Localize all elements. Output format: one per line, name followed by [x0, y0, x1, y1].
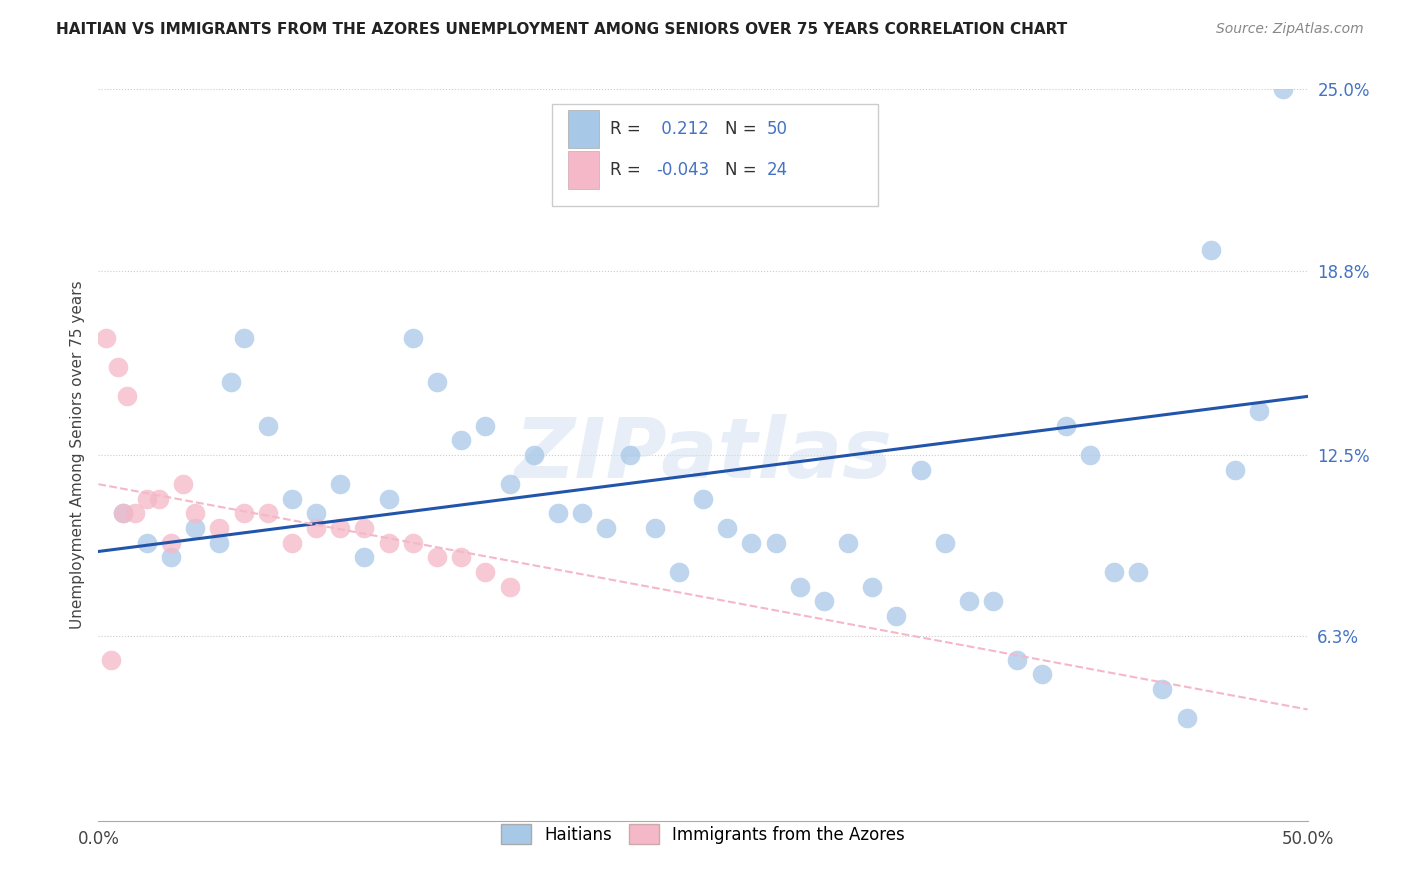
- Point: [692, 491, 714, 506]
- Point: [256, 507, 278, 521]
- Point: [117, 389, 139, 403]
- Point: [135, 491, 157, 506]
- Point: [232, 507, 254, 521]
- Point: [135, 535, 157, 549]
- Point: [100, 653, 122, 667]
- Point: [498, 580, 520, 594]
- Point: [789, 580, 811, 594]
- Point: [740, 535, 762, 549]
- Point: [184, 507, 207, 521]
- Point: [124, 507, 146, 521]
- Point: [981, 594, 1004, 608]
- Text: N =: N =: [724, 161, 756, 178]
- Point: [1272, 82, 1295, 96]
- Point: [426, 375, 449, 389]
- Point: [644, 521, 666, 535]
- Text: -0.043: -0.043: [655, 161, 709, 178]
- Point: [221, 375, 243, 389]
- Point: [256, 418, 278, 433]
- Point: [107, 360, 129, 375]
- Point: [353, 521, 375, 535]
- Point: [305, 507, 328, 521]
- Point: [450, 550, 472, 565]
- Point: [595, 521, 617, 535]
- Point: [160, 535, 183, 549]
- Point: [619, 448, 641, 462]
- Point: [498, 477, 520, 491]
- FancyBboxPatch shape: [568, 151, 599, 189]
- Point: [402, 535, 425, 549]
- Text: R =: R =: [610, 161, 641, 178]
- Point: [377, 535, 399, 549]
- Point: [1152, 681, 1174, 696]
- Text: 0.212: 0.212: [655, 120, 709, 138]
- Text: ZIPatlas: ZIPatlas: [515, 415, 891, 495]
- Point: [1031, 667, 1053, 681]
- Point: [208, 535, 231, 549]
- Point: [1054, 418, 1077, 433]
- Text: 24: 24: [768, 161, 789, 178]
- Point: [172, 477, 194, 491]
- Point: [547, 507, 569, 521]
- Point: [474, 565, 496, 579]
- Point: [1223, 462, 1246, 476]
- Text: 50: 50: [768, 120, 789, 138]
- Point: [1175, 711, 1198, 725]
- Point: [934, 535, 956, 549]
- Text: R =: R =: [610, 120, 641, 138]
- Point: [1199, 243, 1222, 257]
- Point: [957, 594, 980, 608]
- Point: [305, 521, 328, 535]
- Y-axis label: Unemployment Among Seniors over 75 years: Unemployment Among Seniors over 75 years: [69, 281, 84, 629]
- Point: [184, 521, 207, 535]
- Point: [765, 535, 787, 549]
- Point: [281, 535, 304, 549]
- Text: Source: ZipAtlas.com: Source: ZipAtlas.com: [1216, 22, 1364, 37]
- Point: [860, 580, 883, 594]
- Text: HAITIAN VS IMMIGRANTS FROM THE AZORES UNEMPLOYMENT AMONG SENIORS OVER 75 YEARS C: HAITIAN VS IMMIGRANTS FROM THE AZORES UN…: [56, 22, 1067, 37]
- Point: [208, 521, 231, 535]
- Point: [716, 521, 738, 535]
- Point: [377, 491, 399, 506]
- FancyBboxPatch shape: [568, 111, 599, 148]
- Point: [668, 565, 690, 579]
- Point: [1078, 448, 1101, 462]
- Point: [813, 594, 835, 608]
- Point: [1249, 404, 1271, 418]
- Point: [910, 462, 932, 476]
- Point: [111, 507, 134, 521]
- Point: [402, 331, 425, 345]
- Point: [571, 507, 593, 521]
- Point: [111, 507, 134, 521]
- Point: [329, 521, 352, 535]
- Point: [1007, 653, 1029, 667]
- Point: [160, 550, 183, 565]
- Point: [886, 608, 908, 623]
- Text: N =: N =: [724, 120, 756, 138]
- Point: [474, 418, 496, 433]
- FancyBboxPatch shape: [551, 103, 879, 206]
- Point: [837, 535, 859, 549]
- Point: [281, 491, 304, 506]
- Point: [329, 477, 352, 491]
- Point: [450, 434, 472, 448]
- Point: [426, 550, 449, 565]
- Point: [1102, 565, 1125, 579]
- Point: [94, 331, 117, 345]
- Point: [353, 550, 375, 565]
- Legend: Haitians, Immigrants from the Azores: Haitians, Immigrants from the Azores: [492, 815, 914, 853]
- Point: [148, 491, 170, 506]
- Point: [232, 331, 254, 345]
- Point: [523, 448, 546, 462]
- Point: [1128, 565, 1150, 579]
